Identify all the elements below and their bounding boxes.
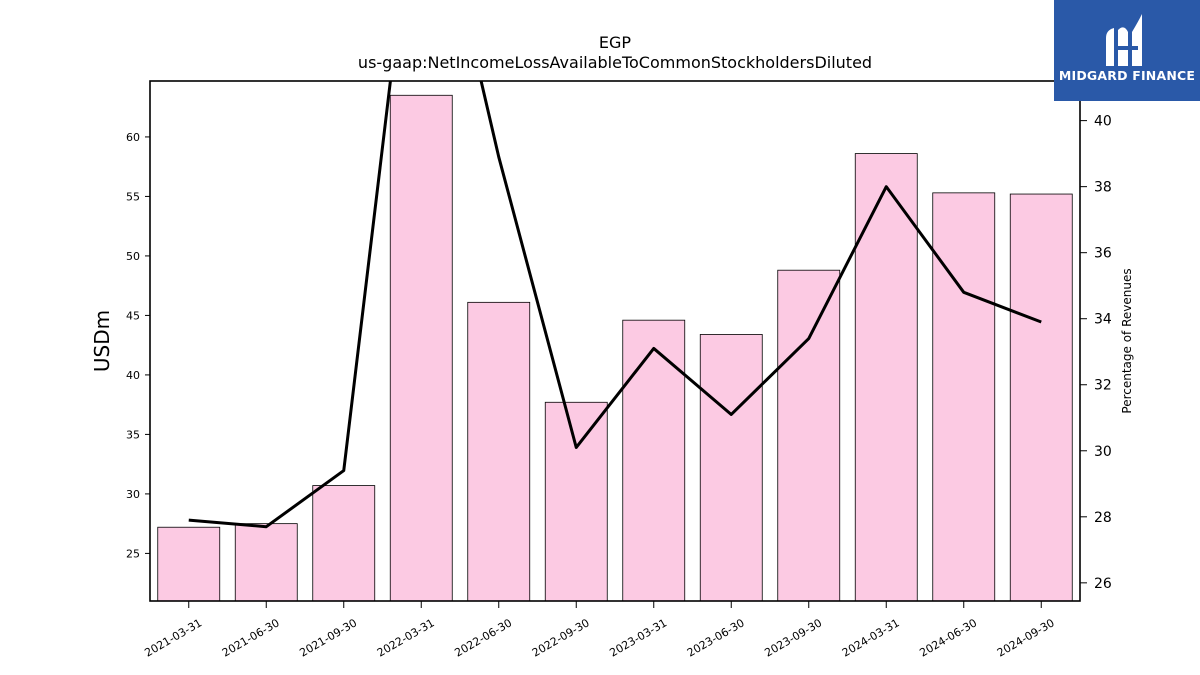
bar	[389, 94, 453, 601]
chart-subtitle: us-gaap:NetIncomeLossAvailableToCommonSt…	[358, 53, 872, 72]
x-tick-label: 2023-09-30	[762, 616, 824, 659]
y-tick-label: 40	[126, 369, 140, 382]
bar	[467, 301, 531, 601]
y-tick-label: 30	[126, 488, 140, 501]
y2-tick-label: 40	[1094, 114, 1112, 130]
x-tick-label: 2021-03-31	[142, 616, 204, 659]
bar	[234, 523, 298, 601]
x-tick-label: 2021-09-30	[297, 616, 359, 659]
y2-axis-label: Percentage of Revenues	[1120, 268, 1134, 413]
y2-tick-label: 34	[1094, 312, 1112, 328]
chart-title: EGP	[599, 33, 632, 52]
bar	[544, 401, 608, 601]
y-tick-label: 25	[126, 547, 140, 560]
plot-frame	[149, 80, 1081, 602]
y2-tick-label: 28	[1094, 510, 1112, 526]
bar	[932, 192, 996, 601]
y-tick-label: 60	[126, 131, 140, 144]
bar	[312, 485, 376, 601]
y2-tick-label: 26	[1094, 576, 1112, 592]
y-tick-label: 45	[126, 309, 140, 322]
x-tick-label: 2022-03-31	[375, 616, 437, 659]
x-tick-label: 2022-09-30	[530, 616, 592, 659]
y2-tick-label: 36	[1094, 246, 1112, 262]
x-tick-label: 2021-06-30	[220, 616, 282, 659]
y2-tick-label: 38	[1094, 180, 1112, 196]
x-tick-label: 2023-03-31	[607, 616, 669, 659]
brand-name: MIDGARD FINANCE	[1058, 68, 1196, 83]
x-tick-label: 2024-09-30	[995, 616, 1057, 659]
y-tick-label: 50	[126, 250, 140, 263]
y-tick-label: 55	[126, 190, 140, 203]
brand-mark-icon	[1106, 14, 1142, 66]
x-tick-label: 2023-06-30	[685, 616, 747, 659]
y2-tick-label: 32	[1094, 378, 1112, 394]
x-tick-label: 2024-03-31	[840, 616, 902, 659]
y2-tick-label: 30	[1094, 444, 1112, 460]
x-tick-label: 2024-06-30	[917, 616, 979, 659]
y-tick-label: 35	[126, 428, 140, 441]
bar	[157, 526, 221, 601]
y-axis-label: USDm	[90, 310, 114, 372]
bar	[1009, 193, 1073, 601]
line-series	[188, 81, 1042, 529]
bar	[854, 153, 918, 601]
x-tick-label: 2022-06-30	[452, 616, 514, 659]
bar	[777, 269, 841, 601]
bar	[699, 334, 763, 601]
brand-logo: MIDGARD FINANCE	[1054, 0, 1200, 101]
bar	[622, 319, 686, 601]
